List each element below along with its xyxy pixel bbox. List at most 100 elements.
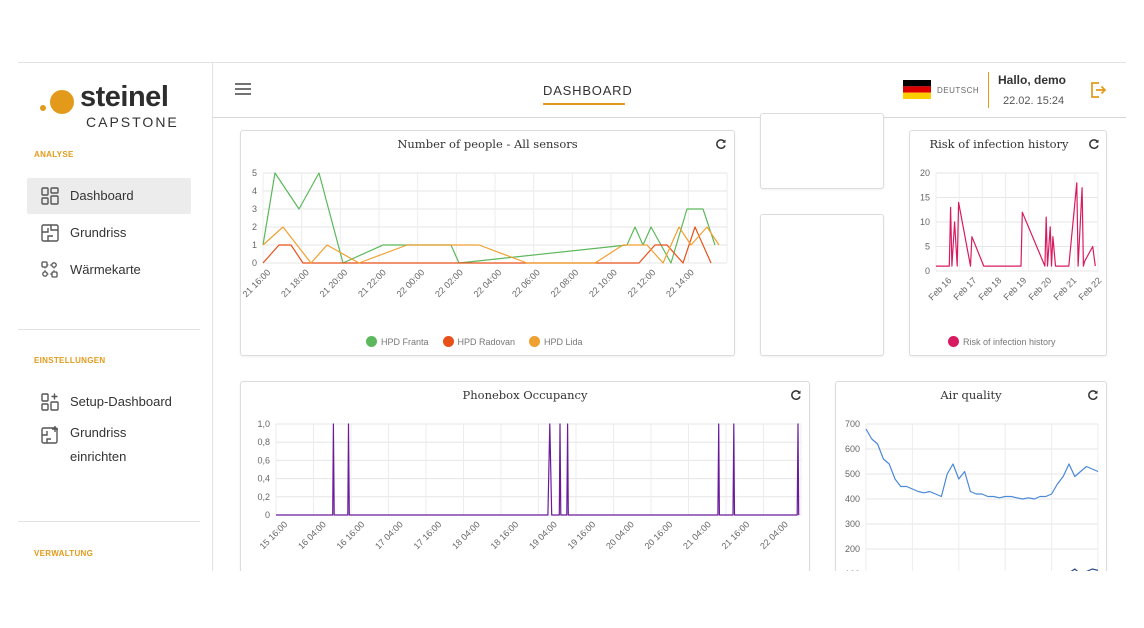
x-tick-label: 15 16:00 <box>258 519 290 551</box>
y-tick-label: 0,8 <box>257 437 270 447</box>
sidebar-item-grundriss[interactable]: Grundriss <box>27 215 191 251</box>
y-tick-label: 0,4 <box>257 474 270 484</box>
brand-logo[interactable]: steinel CAPSTONE <box>40 75 210 135</box>
card-risk-of-infection: Risk of infection history 0 5 10 15 20 Feb 16… <box>909 130 1107 356</box>
x-tick-label: 22 12:00 <box>626 267 658 299</box>
x-tick-label: 20 04:00 <box>604 519 636 551</box>
legend-item[interactable]: HPD Franta <box>366 336 429 347</box>
dashboard-grid-icon <box>41 187 59 205</box>
x-tick-label: 22 10:00 <box>587 267 619 299</box>
y-tick-label: 400 <box>845 494 860 504</box>
card-phonebox-occupancy: Phonebox Occupancy 0 0,2 0,4 0,6 0,8 1,0 15 16… <box>240 381 810 571</box>
language-label[interactable]: DEUTSCH <box>937 86 980 95</box>
legend-label: HPD Radovan <box>457 336 516 347</box>
y-tick-label: 10 <box>920 217 930 227</box>
x-tick-label: 17 16:00 <box>412 519 444 551</box>
legend-dot <box>366 336 377 347</box>
x-tick-label: 18 16:00 <box>489 519 521 551</box>
air-quality-chart: 100 200 300 400 500 600 700 <box>845 419 1099 571</box>
sidebar-item-label: Grundriss <box>70 225 127 240</box>
x-tick-label: 21 04:00 <box>681 519 713 551</box>
sidebar-item-grundriss-einrichten[interactable]: Grundriss einrichten <box>27 421 191 473</box>
page-title-underline <box>543 103 625 105</box>
legend-label: HPD Franta <box>381 336 429 347</box>
legend-dot <box>442 336 454 347</box>
legend-item[interactable]: HPD Lida <box>529 336 583 347</box>
x-tick-label: 22 04:00 <box>472 267 504 299</box>
x-tick-label: 21 20:00 <box>318 267 350 299</box>
x-tick-label: Feb 16 <box>927 275 954 302</box>
floorplan-add-icon <box>41 426 58 444</box>
sidebar-item-label: Setup-Dashboard <box>70 394 172 409</box>
series-line <box>865 428 1099 500</box>
sidebar-item-label: Wärmekarte <box>70 262 141 277</box>
x-tick-label: 16 16:00 <box>335 519 367 551</box>
hamburger-menu-icon[interactable] <box>235 83 251 95</box>
y-tick-label: 0 <box>265 510 270 520</box>
x-tick-label: 21 18:00 <box>279 267 311 299</box>
heatmap-icon <box>41 261 58 278</box>
y-tick-label: 2 <box>252 222 257 232</box>
x-tick-label: 18 04:00 <box>450 519 482 551</box>
series-line <box>262 226 712 264</box>
empty-card-middle <box>760 214 884 356</box>
y-tick-label: 100 <box>845 569 860 571</box>
refresh-icon[interactable] <box>715 138 727 150</box>
logo-dot-small <box>40 105 46 111</box>
app-frame: steinel CAPSTONE ANALYSE Dashboard Grund… <box>18 62 1126 571</box>
brand-name: steinel <box>80 81 169 113</box>
germany-flag-icon[interactable] <box>903 80 931 99</box>
y-tick-label: 0 <box>252 258 257 268</box>
sidebar-item-waermekarte[interactable]: Wärmekarte <box>27 252 191 288</box>
section-title-analyse: ANALYSE <box>34 150 74 159</box>
sidebar-item-label: Grundriss einrichten <box>70 421 126 469</box>
x-tick-label: 22 04:00 <box>758 519 790 551</box>
series-line <box>1070 568 1099 571</box>
x-tick-label: Feb 22 <box>1077 275 1104 302</box>
x-tick-label: Feb 19 <box>1002 275 1029 302</box>
card-title: Phonebox Occupancy <box>462 388 588 402</box>
sidebar-item-label-line1: Grundriss <box>70 425 127 440</box>
card-air-quality: Air quality 100 200 300 400 500 600 700 <box>835 381 1107 571</box>
x-tick-label: 22 00:00 <box>395 267 427 299</box>
x-tick-label: Feb 17 <box>952 275 979 302</box>
card-title: Air quality <box>940 388 1002 402</box>
y-tick-label: 500 <box>845 469 860 479</box>
x-tick-label: 22 14:00 <box>664 267 696 299</box>
card-number-of-people: Number of people - All sensors 0 1 2 3 4 5 21 … <box>240 130 735 356</box>
header-divider <box>988 72 989 108</box>
refresh-icon[interactable] <box>790 389 802 401</box>
legend-label: HPD Lida <box>544 336 583 347</box>
y-tick-label: 3 <box>252 204 257 214</box>
sidebar-item-label: Dashboard <box>70 188 134 203</box>
x-tick-label: 19 04:00 <box>527 519 559 551</box>
card-title: Risk of infection history <box>929 137 1069 151</box>
section-title-verwaltung: VERWALTUNG <box>34 549 94 558</box>
sidebar-item-label-line2: einrichten <box>70 449 127 464</box>
y-tick-label: 0 <box>925 266 930 276</box>
x-tick-label: 21 16:00 <box>720 519 752 551</box>
y-tick-label: 5 <box>252 168 257 178</box>
series-line <box>262 226 720 264</box>
y-tick-label: 200 <box>845 544 860 554</box>
legend-dot <box>529 336 541 347</box>
x-tick-label: 16 04:00 <box>296 519 328 551</box>
x-tick-label: 22 02:00 <box>433 267 465 299</box>
x-tick-label: 17 04:00 <box>373 519 405 551</box>
refresh-icon[interactable] <box>1087 389 1099 401</box>
logout-icon[interactable] <box>1089 81 1107 99</box>
phonebox-chart: 0 0,2 0,4 0,6 0,8 1,0 15 16:00 16 04:00 16 16:00… <box>257 419 802 551</box>
x-tick-label: 21 22:00 <box>356 267 388 299</box>
refresh-icon[interactable] <box>1088 138 1100 150</box>
card-title: Number of people - All sensors <box>397 137 578 151</box>
x-tick-label: 22 06:00 <box>510 267 542 299</box>
y-tick-label: 4 <box>252 186 257 196</box>
sidebar-item-setup-dashboard[interactable]: Setup-Dashboard <box>27 384 191 420</box>
sidebar-item-dashboard[interactable]: Dashboard <box>27 178 191 214</box>
legend-item[interactable]: Risk of infection history <box>948 336 1056 347</box>
legend-item[interactable]: HPD Radovan <box>442 336 516 347</box>
page-title: DASHBOARD <box>543 83 633 98</box>
x-tick-label: Feb 18 <box>977 275 1004 302</box>
